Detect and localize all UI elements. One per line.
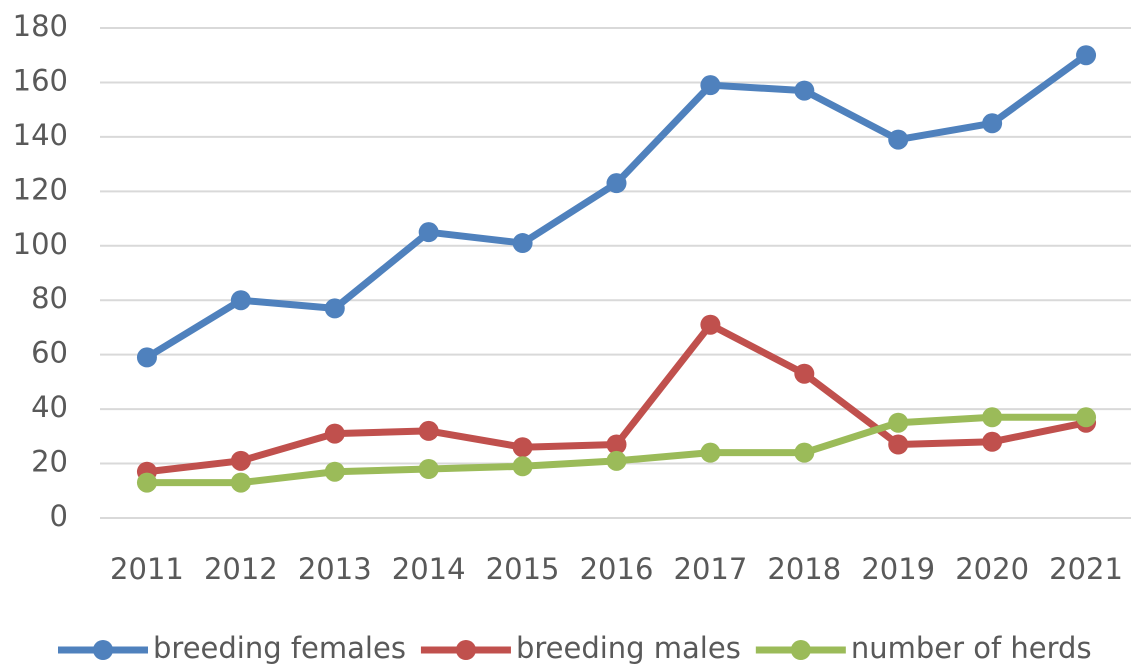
x-tick-label: 2017	[674, 552, 748, 586]
data-point	[888, 129, 909, 150]
data-point	[888, 434, 909, 455]
x-tick-label: 2011	[110, 552, 184, 586]
x-tick-label: 2019	[861, 552, 935, 586]
data-point	[982, 113, 1003, 134]
data-point	[512, 233, 533, 254]
legend-marker	[790, 640, 811, 660]
x-tick-label: 2016	[580, 552, 654, 586]
x-tick-label: 2014	[392, 552, 466, 586]
data-point	[136, 472, 157, 493]
data-point	[418, 420, 439, 441]
data-point	[794, 80, 815, 101]
data-point	[888, 412, 909, 433]
y-tick-label: 120	[13, 172, 68, 206]
x-tick-label: 2015	[486, 552, 560, 586]
data-point	[324, 461, 345, 482]
y-tick-label: 140	[13, 118, 68, 152]
data-point	[606, 173, 627, 194]
data-point	[794, 442, 815, 463]
y-tick-label: 180	[13, 9, 68, 43]
data-point	[982, 407, 1003, 428]
data-point	[324, 423, 345, 444]
data-point	[700, 314, 721, 335]
x-tick-label: 2013	[298, 552, 372, 586]
x-tick-label: 2018	[767, 552, 841, 586]
data-point	[136, 347, 157, 368]
legend-label: breeding males	[516, 631, 741, 665]
data-point	[982, 431, 1003, 452]
x-tick-label: 2012	[204, 552, 278, 586]
data-point	[700, 75, 721, 96]
y-tick-label: 0	[50, 499, 68, 533]
data-point	[418, 459, 439, 479]
data-point	[418, 222, 439, 243]
legend-label: breeding females	[153, 631, 406, 665]
y-tick-label: 40	[31, 390, 68, 424]
data-point	[230, 450, 251, 471]
data-point	[606, 434, 627, 455]
y-tick-label: 20	[31, 445, 68, 479]
legend-label: number of herds	[851, 631, 1092, 665]
legend-marker	[93, 640, 113, 660]
data-point	[512, 437, 533, 458]
y-tick-label: 60	[31, 336, 68, 370]
data-point	[1076, 407, 1097, 428]
y-tick-label: 160	[13, 63, 68, 97]
data-point	[230, 472, 251, 493]
legend-marker	[455, 640, 476, 660]
data-point	[1076, 45, 1097, 66]
y-tick-label: 100	[13, 227, 68, 261]
data-point	[512, 456, 533, 477]
data-point	[794, 363, 815, 384]
x-tick-label: 2020	[955, 552, 1029, 586]
data-point	[606, 450, 627, 471]
data-point	[700, 442, 721, 463]
y-tick-label: 80	[31, 281, 68, 315]
series-line	[145, 52, 1089, 361]
data-point	[324, 298, 345, 319]
data-point	[230, 290, 251, 311]
x-tick-label: 2021	[1049, 552, 1123, 586]
